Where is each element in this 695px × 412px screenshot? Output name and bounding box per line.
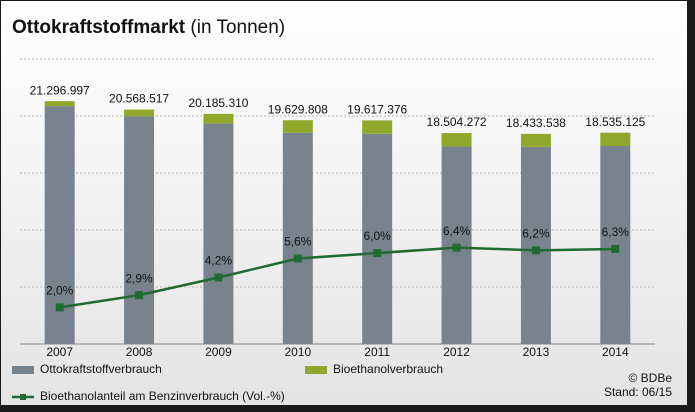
line xyxy=(59,246,616,309)
x-tick-label: 2008 xyxy=(126,345,153,359)
line-marker xyxy=(373,249,382,258)
source: © BDBe xyxy=(628,371,672,385)
x-tick-label: 2010 xyxy=(284,345,311,359)
total-label: 21.296.997 xyxy=(30,83,90,97)
total-label: 20.185.310 xyxy=(188,96,248,110)
line-label: 6,0% xyxy=(364,229,392,243)
line-label: 6,4% xyxy=(443,224,471,238)
line-marker xyxy=(293,254,302,263)
bar-segment xyxy=(520,146,551,344)
x-tick-label: 2009 xyxy=(205,345,232,359)
line-marker xyxy=(135,291,144,300)
line-marker xyxy=(214,273,223,282)
x-tick-label: 2013 xyxy=(523,345,550,359)
line-label: 2,9% xyxy=(125,271,153,285)
legend-swatch xyxy=(12,366,34,374)
line-marker xyxy=(55,303,64,312)
x-tick-label: 2014 xyxy=(602,345,629,359)
x-tick-label: 2007 xyxy=(46,345,73,359)
x-tick-label: 2011 xyxy=(364,345,390,359)
total-label: 20.568.517 xyxy=(109,92,169,106)
legend-label: Bioethanolverbrauch xyxy=(333,362,443,376)
total-label: 18.504.272 xyxy=(427,115,487,129)
total-label: 18.535.125 xyxy=(585,115,645,129)
panel xyxy=(1,1,687,405)
line-label: 4,2% xyxy=(205,254,233,268)
bar-segment xyxy=(282,132,313,344)
date-note: Stand: 06/15 xyxy=(604,385,672,399)
title: Ottokraftstoffmarkt xyxy=(12,17,186,38)
line-label: 5,6% xyxy=(284,235,312,249)
bar-segment xyxy=(44,101,75,107)
bar-segment xyxy=(441,133,472,147)
subtitle: (in Tonnen) xyxy=(190,17,285,38)
total-label: 19.617.376 xyxy=(347,103,407,117)
line-label: 2,0% xyxy=(46,284,74,298)
bar-segment xyxy=(520,133,551,147)
bar-segment xyxy=(203,123,234,344)
line-label: 6,2% xyxy=(522,227,550,241)
bar-segment xyxy=(600,132,631,147)
bar-segment xyxy=(124,116,155,344)
legend-label: Bioethanolanteil am Benzinverbrauch (Vol… xyxy=(40,389,285,403)
bar-segment xyxy=(124,109,155,117)
chart-title: Ottokraftstoffmarkt (in Tonnen) xyxy=(12,17,285,38)
bar-segment xyxy=(203,113,234,124)
x-tick-label: 2012 xyxy=(443,345,470,359)
legend-swatch xyxy=(305,366,327,374)
line-marker xyxy=(452,243,461,252)
bar-segment xyxy=(362,120,393,134)
bar-segment xyxy=(362,133,393,344)
legend-swatch-marker xyxy=(20,394,26,400)
legend-label: Ottokraftstoffverbrauch xyxy=(40,362,162,376)
line-marker xyxy=(531,246,540,255)
line-marker xyxy=(611,245,620,253)
total-label: 18.433.538 xyxy=(506,116,566,130)
total-label: 19.629.808 xyxy=(268,102,328,116)
bar-segment xyxy=(282,120,313,133)
line-label: 6,3% xyxy=(602,225,630,239)
